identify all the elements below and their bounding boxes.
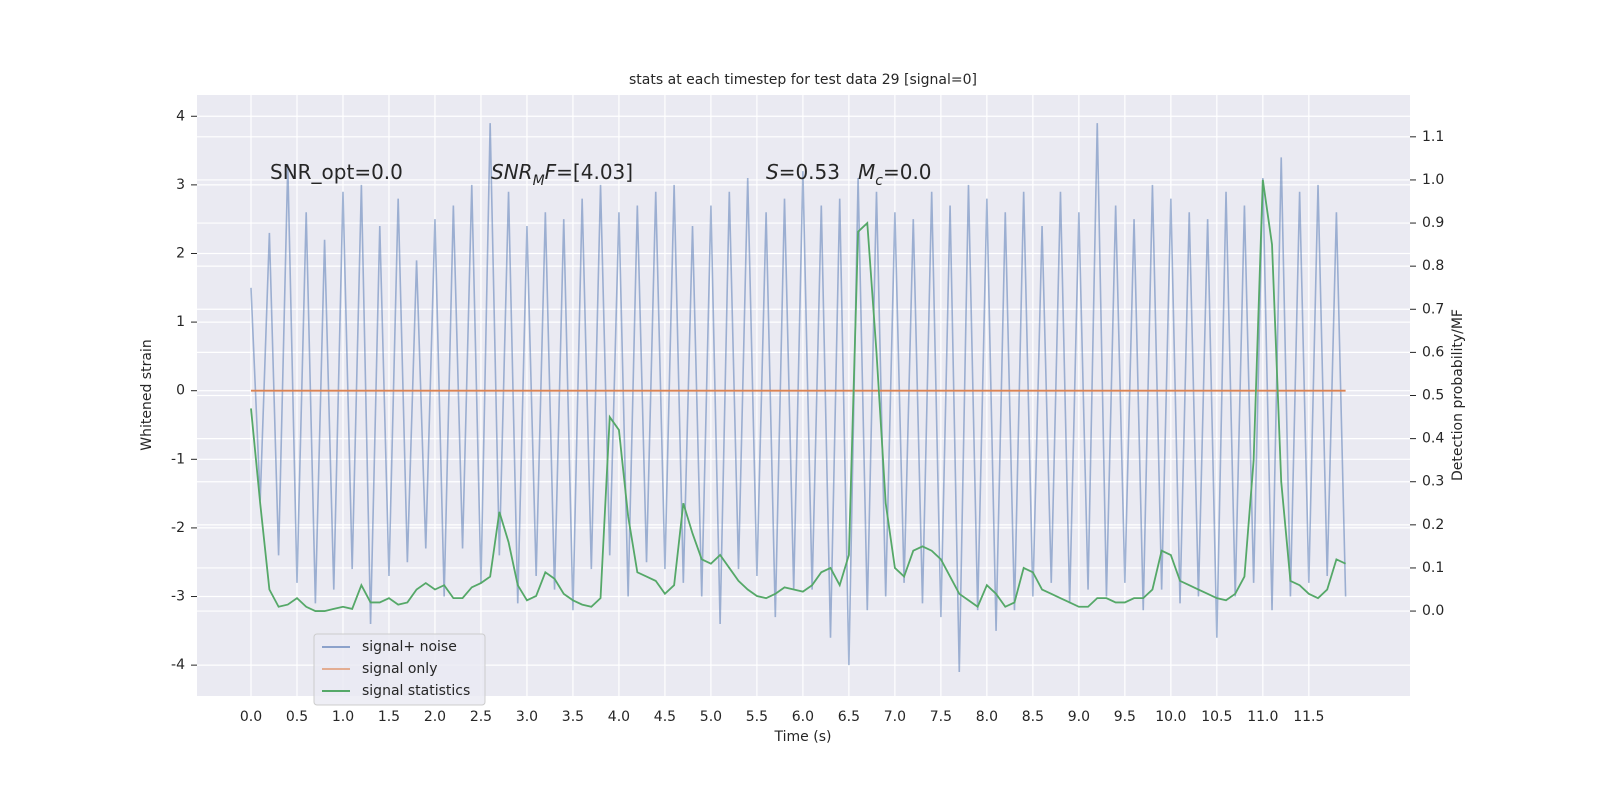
x-tick-label: 3.5 bbox=[562, 709, 584, 725]
y-tick-label: 0 bbox=[176, 383, 185, 399]
y-tick-label: 4 bbox=[176, 108, 185, 124]
annotation-part: SNR bbox=[491, 160, 533, 184]
annotation: SNR_opt=0.0 bbox=[270, 160, 403, 184]
y2-tick-label: 0.1 bbox=[1422, 560, 1444, 576]
x-tick-label: 0.0 bbox=[240, 709, 262, 725]
x-tick-label: 9.0 bbox=[1068, 709, 1090, 725]
x-tick-label: 10.5 bbox=[1201, 709, 1232, 725]
annotation-part: SNR_opt=0.0 bbox=[270, 160, 403, 184]
grid: 0.0 0.5 1.0 1.5 2.0 2.5 3.0 3.5 4.0 4.5 5.0 5.5 6.0 6… bbox=[171, 95, 1444, 725]
annotation-part: S bbox=[766, 160, 779, 184]
annotation-part: =[4.03] bbox=[556, 160, 633, 184]
x-tick-label: 4.0 bbox=[608, 709, 630, 725]
annotation-part: M bbox=[533, 173, 545, 189]
legend-box bbox=[313, 633, 486, 706]
x-tick-label: 9.5 bbox=[1114, 709, 1136, 725]
legend: signal+ noise signal only signal statistic… bbox=[313, 633, 486, 706]
y2-tick-label: 0.9 bbox=[1422, 215, 1444, 231]
x-tick-label: 8.0 bbox=[976, 709, 998, 725]
y2-axis-label: Detection probability/MF bbox=[1450, 309, 1466, 481]
annotation-part: F bbox=[545, 160, 557, 184]
y2-tick-label: 0.7 bbox=[1422, 301, 1444, 317]
annotation-part: c bbox=[875, 173, 883, 189]
x-tick-label: 2.5 bbox=[470, 709, 492, 725]
y2-tick-label: 0.0 bbox=[1422, 603, 1444, 619]
x-tick-label: 10.0 bbox=[1155, 709, 1186, 725]
x-tick-label: 5.0 bbox=[700, 709, 722, 725]
x-tick-label: 7.0 bbox=[884, 709, 906, 725]
y-tick-label: 3 bbox=[176, 177, 185, 193]
chart-title: stats at each timestep for test data 29 … bbox=[629, 72, 977, 88]
y2-tick-label: 0.5 bbox=[1422, 388, 1444, 404]
annotation: Mc=0.0 bbox=[858, 160, 932, 190]
series-line bbox=[250, 123, 1347, 673]
y-tick-label: -4 bbox=[171, 657, 185, 673]
x-tick-label: 11.0 bbox=[1247, 709, 1278, 725]
marks bbox=[250, 123, 1347, 673]
annotation: SNRMF=[4.03] bbox=[491, 160, 633, 190]
legend-label: signal+ noise bbox=[362, 639, 457, 655]
x-tick-label: 1.0 bbox=[332, 709, 354, 725]
x-tick-label: 6.0 bbox=[792, 709, 814, 725]
y-tick-label: -3 bbox=[171, 589, 185, 605]
y-axis-label: Whitened strain bbox=[139, 339, 155, 450]
annotation-part: M bbox=[858, 160, 875, 184]
x-tick-label: 11.5 bbox=[1293, 709, 1324, 725]
y-tick-label: -2 bbox=[171, 520, 185, 536]
y2-tick-label: 0.3 bbox=[1422, 474, 1444, 490]
x-axis-label: Time (s) bbox=[774, 729, 832, 745]
annotation-part: =0.53 bbox=[779, 160, 840, 184]
annotation-part: =0.0 bbox=[883, 160, 932, 184]
annotation: S=0.53 bbox=[766, 160, 840, 184]
x-tick-label: 8.5 bbox=[1022, 709, 1044, 725]
y2-tick-label: 0.8 bbox=[1422, 258, 1444, 274]
x-tick-label: 0.5 bbox=[286, 709, 308, 725]
y-tick-label: -1 bbox=[171, 451, 185, 467]
y-tick-label: 2 bbox=[176, 245, 185, 261]
x-tick-label: 5.5 bbox=[746, 709, 768, 725]
x-tick-label: 3.0 bbox=[516, 709, 538, 725]
x-tick-label: 2.0 bbox=[424, 709, 446, 725]
annotations: SNR_opt=0.0 SNRMF=[4.03] S=0.53 Mc=0.0 bbox=[270, 160, 932, 190]
x-tick-label: 6.5 bbox=[838, 709, 860, 725]
y2-tick-label: 0.2 bbox=[1422, 517, 1444, 533]
y2-tick-label: 0.6 bbox=[1422, 344, 1444, 360]
y2-tick-label: 1.1 bbox=[1422, 129, 1444, 145]
y-tick-label: 1 bbox=[176, 314, 185, 330]
x-tick-label: 1.5 bbox=[378, 709, 400, 725]
legend-label: signal statistics bbox=[362, 683, 470, 699]
y2-tick-label: 1.0 bbox=[1422, 172, 1444, 188]
legend-label: signal only bbox=[362, 661, 437, 677]
y2-tick-label: 0.4 bbox=[1422, 431, 1444, 447]
x-tick-label: 4.5 bbox=[654, 709, 676, 725]
x-tick-label: 7.5 bbox=[930, 709, 952, 725]
series-line bbox=[250, 179, 1346, 612]
